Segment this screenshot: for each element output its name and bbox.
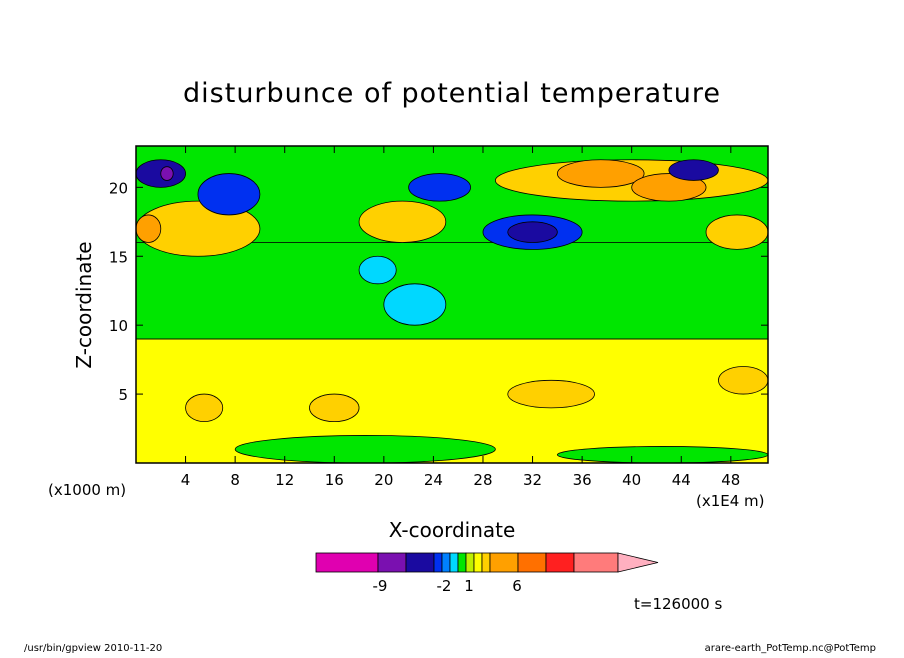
contour-region [507, 221, 558, 243]
colorbar-segment [489, 552, 519, 573]
colorbar [315, 552, 659, 573]
x-tick-label: 36 [573, 471, 592, 489]
contour-region [668, 159, 719, 181]
y-axis-ticks: 5 10 15 20 [109, 179, 768, 404]
y-tick-label: 20 [109, 179, 128, 197]
contour-region [383, 283, 447, 326]
x-tick-label: 44 [672, 471, 691, 489]
x-tick-label: 20 [374, 471, 393, 489]
colorbar-extension [617, 552, 659, 573]
colorbar-segment [315, 552, 379, 573]
colorbar-segment [457, 552, 467, 573]
x-tick-label: 12 [275, 471, 294, 489]
colorbar-segment [433, 552, 443, 573]
contour-region [718, 366, 769, 395]
contour-region [705, 214, 769, 250]
contour-region [358, 255, 397, 285]
colorbar-label: -9 [373, 577, 388, 595]
y-axis-label: Z-coordinate [72, 241, 96, 368]
x-tick-label: 32 [523, 471, 542, 489]
colorbar-segment [377, 552, 407, 573]
colorbar-segment [465, 552, 475, 573]
colorbar-segment [473, 552, 483, 573]
contour-region [408, 173, 471, 202]
footer-left: /usr/bin/gpview 2010-11-20 [24, 643, 162, 654]
contour-region [160, 166, 174, 181]
contour-region [358, 200, 447, 243]
colorbar-segment [517, 552, 547, 573]
colorbar-segment [545, 552, 575, 573]
footer-right: arare-earth_PotTemp.nc@PotTemp [705, 643, 876, 654]
contour-region [135, 214, 162, 243]
x-tick-label: 8 [230, 471, 240, 489]
colorbar-segment [449, 552, 459, 573]
x-axis-ticks: 4 8 12 16 20 24 28 32 36 40 44 48 [181, 146, 740, 489]
contour-region [309, 393, 360, 423]
colorbar-segment [573, 552, 619, 573]
contour-region [507, 379, 595, 409]
colorbar-segment [405, 552, 435, 573]
contour-region [234, 435, 496, 464]
colorbar-segment [481, 552, 491, 573]
x-tick-label: 16 [325, 471, 344, 489]
colorbar-labels: -9 -2 1 6 [373, 577, 522, 595]
chart-title: disturbunce of potential temperature [183, 78, 721, 109]
y-tick-label: 15 [109, 248, 128, 266]
colorbar-label: 1 [464, 577, 474, 595]
x-tick-label: 40 [622, 471, 641, 489]
x-tick-label: 48 [721, 471, 740, 489]
x-axis-label: X-coordinate [389, 518, 516, 542]
x-unit-right: (x1E4 m) [696, 492, 765, 510]
colorbar-segment [441, 552, 451, 573]
contour-region [135, 242, 769, 340]
contour-region [556, 159, 645, 188]
contour-region [197, 173, 261, 216]
contour-region [185, 393, 224, 423]
y-tick-label: 5 [118, 386, 128, 404]
colorbar-label: -2 [437, 577, 452, 595]
x-tick-label: 24 [424, 471, 443, 489]
contour-region [556, 446, 769, 464]
x-tick-label: 28 [473, 471, 492, 489]
x-unit-left: (x1000 m) [48, 481, 126, 499]
y-tick-label: 10 [109, 317, 128, 335]
colorbar-label: 6 [512, 577, 522, 595]
plot-frame [135, 145, 769, 464]
contour-regions [135, 159, 769, 464]
x-tick-label: 4 [181, 471, 191, 489]
time-label: t=126000 s [634, 595, 722, 613]
